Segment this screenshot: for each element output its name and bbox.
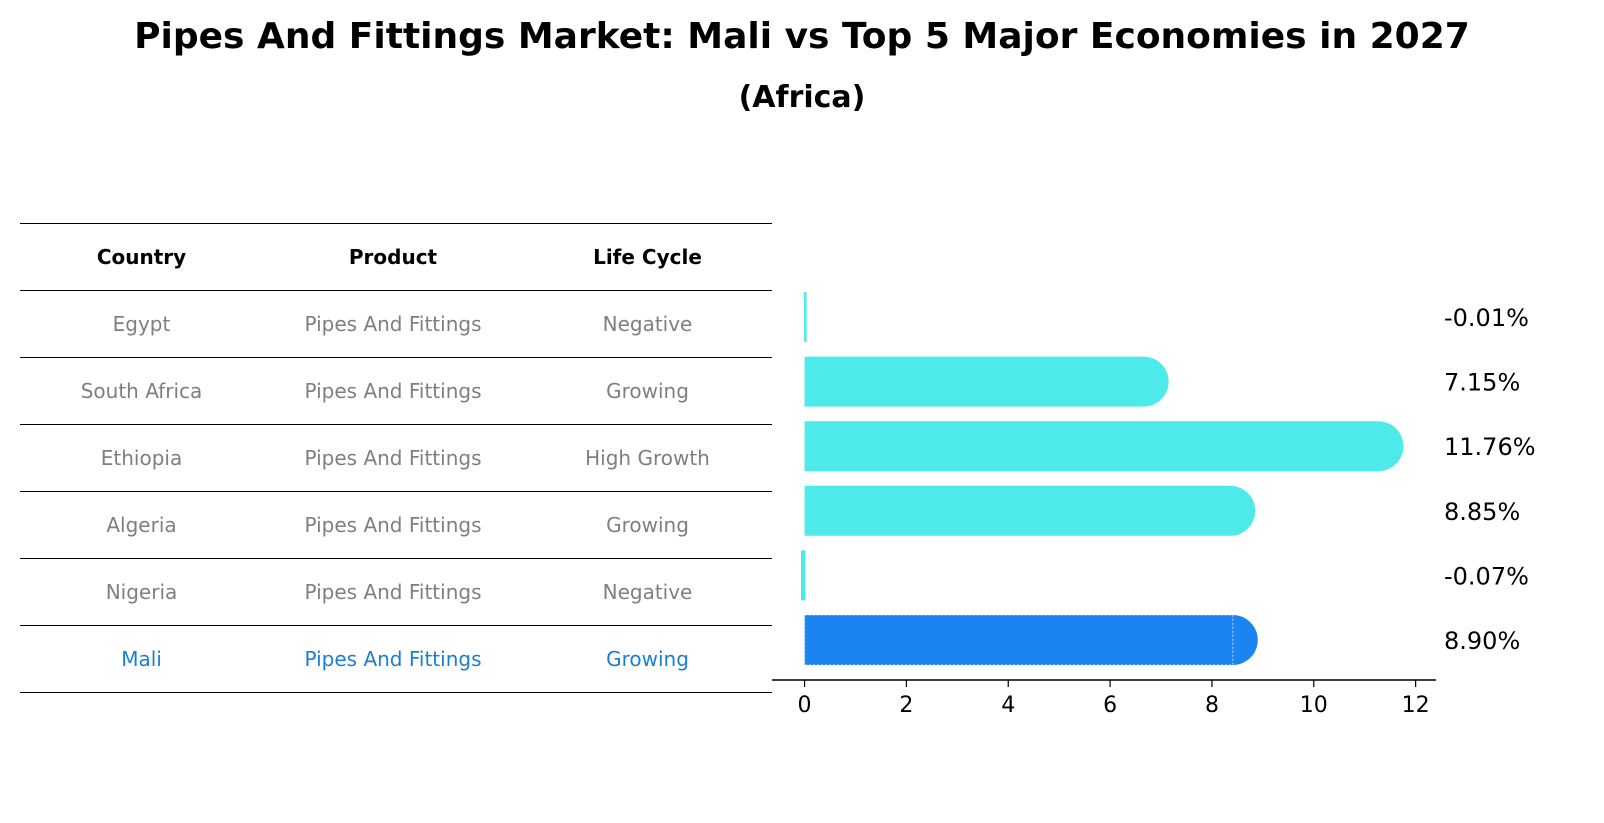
table-row: South Africa Pipes And Fittings Growing — [20, 357, 772, 424]
table-row-highlighted: Mali Pipes And Fittings Growing — [20, 625, 772, 693]
table-row: Egypt Pipes And Fittings Negative — [20, 290, 772, 357]
cell-product: Pipes And Fittings — [304, 446, 482, 470]
table-row: Nigeria Pipes And Fittings Negative — [20, 558, 772, 625]
cell-life-cycle: Growing — [606, 379, 689, 403]
cell-life-cycle: Negative — [602, 580, 693, 604]
x-tick-label: 4 — [1001, 693, 1015, 718]
bar-egypt — [804, 292, 807, 342]
table-header-row: Country Product Life Cycle — [20, 223, 772, 290]
table-row: Ethiopia Pipes And Fittings High Growth — [20, 424, 772, 491]
cell-country: Mali — [121, 647, 162, 671]
chart-title: Pipes And Fittings Market: Mali vs Top 5… — [134, 16, 1470, 57]
cell-country: Nigeria — [105, 580, 178, 604]
cell-product: Pipes And Fittings — [304, 312, 482, 336]
comparison-table: Country Product Life Cycle Egypt Pipes A… — [20, 223, 772, 693]
value-label: -0.01% — [1444, 304, 1529, 332]
value-label: -0.07% — [1444, 562, 1529, 590]
value-label: 8.90% — [1444, 627, 1520, 655]
cell-country: Algeria — [106, 513, 177, 537]
header-life-cycle: Life Cycle — [593, 245, 702, 269]
cell-country: South Africa — [80, 379, 203, 403]
x-tick-label: 12 — [1402, 693, 1430, 718]
cell-country: Egypt — [112, 312, 171, 336]
cell-country: Ethiopia — [100, 446, 183, 470]
cell-life-cycle: Negative — [602, 312, 693, 336]
cell-life-cycle: High Growth — [585, 446, 710, 470]
value-label: 7.15% — [1444, 369, 1520, 397]
bar-ethiopia — [804, 421, 1404, 472]
cell-life-cycle: Growing — [606, 513, 689, 537]
cell-product: Pipes And Fittings — [304, 647, 482, 671]
cell-product: Pipes And Fittings — [304, 580, 482, 604]
cell-product: Pipes And Fittings — [304, 379, 482, 403]
bar-algeria — [804, 485, 1256, 536]
header-product: Product — [348, 245, 438, 269]
x-tick-label: 0 — [798, 693, 812, 718]
x-tick-label: 2 — [899, 693, 913, 718]
table-row: Algeria Pipes And Fittings Growing — [20, 491, 772, 558]
bar-chart: -0.01% 7.15% 11.76% 8.85% -0.07% 8.90% 0 2 4 6 8 10… — [772, 292, 1536, 718]
bar-south-africa — [804, 356, 1169, 407]
x-tick-label: 6 — [1103, 693, 1117, 718]
x-tick-label: 10 — [1300, 693, 1328, 718]
value-label: 8.85% — [1444, 498, 1520, 526]
x-tick-label: 8 — [1205, 693, 1219, 718]
bar-mali — [804, 615, 1258, 665]
chart-subtitle: (Africa) — [738, 80, 866, 115]
value-label: 11.76% — [1444, 433, 1536, 461]
header-country: Country — [96, 245, 187, 269]
cell-product: Pipes And Fittings — [304, 513, 482, 537]
bar-highlight-outline — [803, 614, 1234, 666]
bar-nigeria — [800, 550, 806, 601]
cell-life-cycle: Growing — [606, 647, 689, 671]
